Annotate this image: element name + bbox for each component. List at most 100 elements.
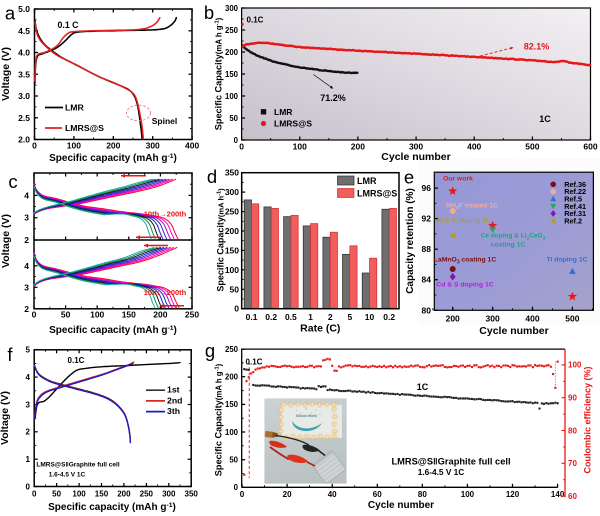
svg-text:1: 1 — [308, 312, 313, 322]
svg-text:200: 200 — [225, 48, 239, 57]
svg-text:80: 80 — [422, 305, 432, 315]
svg-text:Spinel: Spinel — [152, 116, 178, 126]
svg-text:200: 200 — [153, 310, 167, 320]
svg-text:200: 200 — [117, 489, 131, 498]
svg-text:b: b — [204, 2, 214, 23]
svg-text:LMRS@S‖Graphite full cell: LMRS@S‖Graphite full cell — [391, 457, 510, 467]
svg-text:71.2%: 71.2% — [320, 93, 346, 103]
svg-text:10: 10 — [365, 312, 375, 322]
svg-text:3.0: 3.0 — [18, 91, 30, 101]
svg-text:LaMnO3 coating 1C: LaMnO3 coating 1C — [434, 257, 497, 266]
svg-text:150: 150 — [122, 310, 136, 320]
svg-text:Ref.36: Ref.36 — [564, 180, 586, 189]
svg-text:0: 0 — [26, 482, 31, 491]
svg-text:0: 0 — [234, 483, 239, 492]
svg-text:Ref.31: Ref.31 — [564, 209, 586, 218]
svg-text:80: 80 — [568, 426, 577, 435]
svg-text:2nd: 2nd — [167, 395, 182, 405]
svg-text:4.5: 4.5 — [18, 26, 30, 36]
svg-text:Ref.22: Ref.22 — [564, 187, 586, 196]
svg-text:10th→200th: 10th→200th — [144, 288, 187, 297]
svg-text:5: 5 — [347, 312, 352, 322]
svg-text:LMR: LMR — [65, 103, 85, 113]
svg-text:LMRS@S: LMRS@S — [65, 123, 104, 133]
svg-text:250: 250 — [225, 26, 239, 35]
svg-text:4: 4 — [26, 373, 31, 382]
svg-text:LMRS@S‖Graphite full cell: LMRS@S‖Graphite full cell — [36, 461, 119, 468]
svg-text:Voltage (V): Voltage (V) — [0, 214, 12, 268]
svg-text:200: 200 — [225, 373, 239, 382]
svg-text:0.5: 0.5 — [285, 312, 297, 322]
svg-text:300: 300 — [225, 187, 239, 197]
svg-text:a: a — [5, 3, 16, 24]
svg-text:Rate (C): Rate (C) — [300, 323, 340, 335]
svg-text:0.1C: 0.1C — [68, 356, 85, 365]
svg-text:0: 0 — [32, 141, 37, 151]
svg-text:250: 250 — [185, 310, 199, 320]
svg-text:0: 0 — [234, 304, 239, 314]
svg-text:1.6-4.5 V 1C: 1.6-4.5 V 1C — [418, 467, 465, 477]
svg-text:150: 150 — [225, 245, 239, 255]
svg-text:120: 120 — [506, 490, 520, 499]
svg-text:100: 100 — [225, 92, 239, 101]
svg-text:2.5: 2.5 — [18, 113, 30, 123]
svg-text:250: 250 — [225, 207, 239, 217]
svg-text:50: 50 — [229, 114, 238, 123]
svg-text:Specific capacity (mAh g-1​): Specific capacity (mAh g-1​) — [49, 325, 177, 336]
svg-text:200: 200 — [446, 314, 460, 324]
svg-text:0.1C: 0.1C — [247, 16, 264, 25]
svg-text:0: 0 — [32, 310, 37, 320]
svg-text:1st: 1st — [167, 385, 180, 395]
svg-text:600: 600 — [583, 142, 597, 152]
svg-text:Coulombic efficiency (%): Coulombic efficiency (%) — [583, 366, 593, 473]
svg-text:5.0: 5.0 — [18, 4, 30, 14]
svg-text:350: 350 — [185, 489, 199, 498]
svg-text:50: 50 — [61, 310, 71, 320]
svg-text:0.1C: 0.1C — [246, 358, 263, 367]
svg-text:Ce doping & Li2CeO3: Ce doping & Li2CeO3 — [481, 233, 546, 242]
svg-text:150: 150 — [95, 489, 109, 498]
svg-text:100: 100 — [72, 489, 86, 498]
svg-text:Specific Capacity(mA h g-1): Specific Capacity(mA h g-1) — [214, 363, 224, 476]
svg-text:0: 0 — [240, 490, 245, 499]
svg-text:84: 84 — [422, 275, 432, 285]
svg-text:90: 90 — [568, 394, 577, 403]
svg-text:0.1 C: 0.1 C — [57, 20, 79, 30]
svg-text:4.0: 4.0 — [18, 48, 30, 58]
svg-text:0: 0 — [239, 142, 244, 152]
svg-text:Voltage (V): Voltage (V) — [0, 47, 12, 101]
svg-text:Our work: Our work — [443, 176, 473, 183]
svg-text:300: 300 — [162, 489, 176, 498]
svg-text:40: 40 — [328, 490, 337, 499]
svg-text:20: 20 — [283, 490, 292, 499]
svg-text:f: f — [7, 344, 13, 365]
svg-text:Specific Capacity(mA h-1): Specific Capacity(mA h-1) — [216, 188, 226, 292]
svg-text:5: 5 — [26, 346, 31, 355]
svg-text:150: 150 — [225, 70, 239, 79]
svg-text:3.5: 3.5 — [18, 69, 30, 79]
svg-text:Specific capacity (mAh g-1​): Specific capacity (mAh g-1​) — [48, 502, 176, 513]
svg-text:50: 50 — [52, 489, 61, 498]
svg-text:0.2: 0.2 — [265, 312, 277, 322]
svg-text:LMRS@S: LMRS@S — [274, 119, 312, 129]
svg-text:Cycle number: Cycle number — [368, 500, 434, 511]
svg-text:300: 300 — [146, 141, 160, 151]
svg-text:100: 100 — [225, 265, 239, 275]
svg-text:Ref.2: Ref.2 — [564, 216, 582, 225]
svg-text:300: 300 — [225, 4, 239, 13]
svg-text:3: 3 — [24, 213, 29, 223]
svg-text:g: g — [205, 340, 215, 361]
svg-text:400: 400 — [185, 141, 199, 151]
svg-text:0: 0 — [32, 489, 37, 498]
svg-text:d: d — [207, 166, 217, 187]
svg-text:300: 300 — [409, 142, 423, 152]
svg-text:Cd & S doping 1C: Cd & S doping 1C — [436, 282, 493, 289]
svg-text:4: 4 — [24, 190, 29, 200]
svg-text:3: 3 — [24, 282, 29, 292]
svg-text:Ref.5: Ref.5 — [564, 195, 582, 204]
svg-text:50: 50 — [229, 455, 238, 464]
svg-text:500: 500 — [565, 314, 579, 324]
svg-text:100: 100 — [293, 142, 307, 152]
svg-text:4: 4 — [24, 261, 29, 271]
svg-text:1C: 1C — [539, 114, 551, 124]
